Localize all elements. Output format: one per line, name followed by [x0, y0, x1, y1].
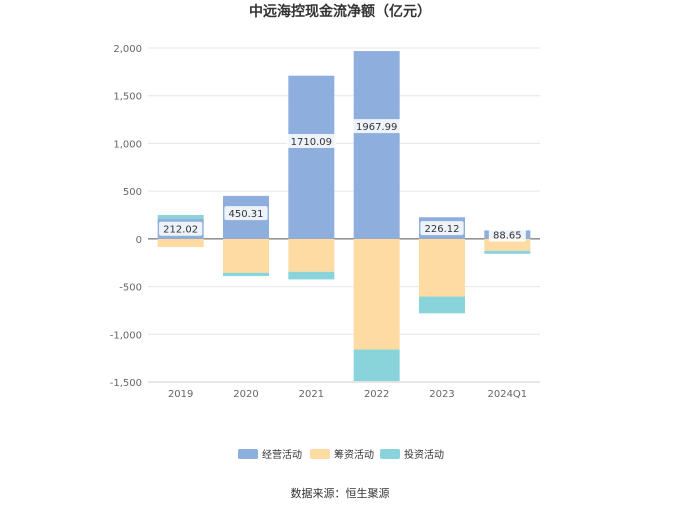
chart-title: 中远海控现金流净额（亿元） [249, 3, 431, 20]
bar-筹资活动-2021 [288, 238, 335, 272]
data-label: 1967.99 [356, 122, 397, 133]
bar-投资活动-2022 [353, 349, 400, 382]
y-tick-label: -1,500 [110, 378, 142, 389]
y-tick-label: 1,500 [113, 92, 142, 103]
y-tick-label: 500 [123, 187, 142, 198]
data-label: 1710.09 [291, 137, 332, 148]
bar-投资活动-2019 [157, 214, 204, 219]
data-label-box [159, 221, 203, 236]
data-source: 数据来源：恒生聚源 [291, 486, 390, 500]
data-label-box [286, 133, 337, 148]
data-label: 212.02 [163, 225, 198, 236]
data-label: 450.31 [229, 209, 264, 220]
data-label: 88.65 [493, 231, 522, 242]
x-tick-label: 2020 [233, 389, 258, 400]
data-label-box [351, 119, 402, 134]
x-tick-label: 2022 [364, 389, 389, 400]
bar-筹资活动-2019 [157, 238, 204, 247]
bar-筹资活动-2023 [419, 238, 465, 297]
y-tick-label: -500 [119, 283, 142, 294]
bar-投资活动-2023 [419, 296, 465, 314]
legend-swatch [380, 449, 400, 459]
bar-经营活动-2021 [288, 75, 335, 239]
data-label-box [420, 221, 464, 236]
bar-筹资活动-2020 [223, 238, 269, 273]
x-tick-label: 2019 [168, 389, 193, 400]
data-label-box [224, 206, 268, 221]
x-tick-label: 2024Q1 [487, 389, 527, 400]
legend-label: 投资活动 [404, 448, 444, 461]
y-tick-label: 1,000 [113, 139, 142, 150]
data-label-box [488, 227, 526, 242]
legend-swatch [310, 449, 330, 459]
bar-投资活动-2021 [288, 271, 335, 280]
legend-label: 经营活动 [262, 448, 302, 461]
bar-投资活动-2024Q1 [484, 250, 531, 254]
x-tick-label: 2023 [429, 389, 454, 400]
y-tick-label: -1,000 [110, 330, 142, 341]
bar-筹资活动-2022 [353, 238, 400, 350]
data-label: 226.12 [425, 224, 460, 235]
y-tick-label: 0 [136, 235, 142, 246]
bar-投资活动-2020 [223, 272, 269, 277]
y-tick-label: 2,000 [113, 44, 142, 55]
bar-经营活动-2022 [353, 51, 400, 239]
legend-swatch [238, 449, 258, 459]
x-tick-label: 2021 [299, 389, 324, 400]
bar-筹资活动-2024Q1 [484, 238, 531, 251]
legend-label: 筹资活动 [334, 448, 374, 461]
